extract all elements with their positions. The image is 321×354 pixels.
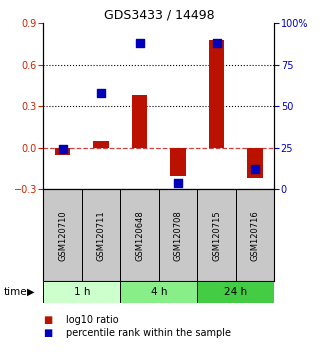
- Text: 24 h: 24 h: [224, 287, 247, 297]
- Text: GSM120715: GSM120715: [212, 210, 221, 261]
- Bar: [43, 281, 120, 303]
- Text: GSM120708: GSM120708: [174, 210, 183, 261]
- Text: ■: ■: [43, 315, 53, 325]
- Point: [253, 167, 258, 172]
- Bar: [170, 148, 186, 176]
- Point: [60, 147, 65, 152]
- Text: GSM120710: GSM120710: [58, 210, 67, 261]
- Text: 4 h: 4 h: [151, 287, 167, 297]
- Text: GSM120711: GSM120711: [97, 210, 106, 261]
- Bar: [209, 40, 224, 148]
- Bar: [159, 189, 197, 281]
- Bar: [82, 189, 120, 281]
- Bar: [247, 148, 263, 178]
- Bar: [197, 189, 236, 281]
- Point: [176, 180, 181, 185]
- Point: [99, 90, 104, 96]
- Bar: [120, 281, 197, 303]
- Bar: [236, 189, 274, 281]
- Text: ■: ■: [43, 328, 53, 338]
- Text: ▶: ▶: [27, 287, 35, 297]
- Text: GSM120716: GSM120716: [251, 210, 260, 261]
- Point: [137, 40, 142, 46]
- Title: GDS3433 / 14498: GDS3433 / 14498: [104, 9, 214, 22]
- Text: log10 ratio: log10 ratio: [66, 315, 118, 325]
- Text: percentile rank within the sample: percentile rank within the sample: [66, 328, 231, 338]
- Bar: [43, 189, 82, 281]
- Text: GSM120648: GSM120648: [135, 210, 144, 261]
- Point: [214, 40, 219, 46]
- Bar: [197, 281, 274, 303]
- Bar: [132, 95, 147, 148]
- Text: time: time: [3, 287, 27, 297]
- Bar: [120, 189, 159, 281]
- Bar: [55, 148, 70, 155]
- Bar: [93, 141, 109, 148]
- Text: 1 h: 1 h: [74, 287, 90, 297]
